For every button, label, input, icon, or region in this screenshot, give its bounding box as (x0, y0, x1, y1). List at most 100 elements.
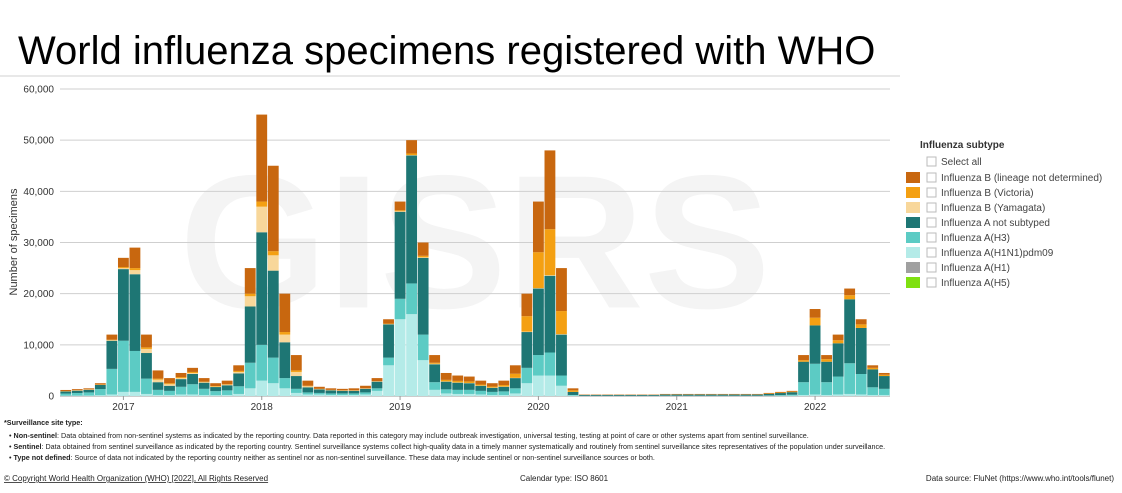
bar-segment (371, 381, 383, 389)
bar-segment (152, 394, 164, 396)
bar-segment (567, 388, 579, 391)
bar-segment (337, 393, 348, 395)
bar-segment (360, 394, 371, 396)
bar-segment (325, 394, 337, 396)
checkbox[interactable] (926, 232, 937, 243)
bar-segment (567, 391, 579, 395)
legend-item[interactable]: Influenza A not subtyped (906, 217, 1050, 229)
checkbox[interactable] (926, 262, 937, 273)
legend-item[interactable]: Influenza A(H1N1)pdm09 (906, 247, 1054, 259)
bar-segment (198, 378, 210, 382)
bar-segment (429, 382, 441, 390)
bar-segment (152, 370, 164, 379)
legend-item[interactable]: Influenza A(H5) (906, 277, 1010, 289)
bar-segment (129, 247, 141, 269)
bar-segment (106, 394, 118, 396)
bar-segment (256, 232, 268, 345)
checkbox[interactable] (926, 277, 937, 288)
bar-segment (394, 298, 406, 320)
bar-segment (164, 384, 175, 386)
bar-segment (279, 342, 291, 379)
bar-segment (798, 394, 809, 396)
bar-segment (360, 388, 371, 393)
bar-segment (233, 386, 245, 394)
bar-segment (786, 391, 798, 393)
checkbox[interactable] (926, 247, 937, 258)
checkbox[interactable] (926, 172, 937, 183)
bar-segment (532, 288, 544, 356)
legend-item[interactable]: Influenza B (Yamagata) (906, 202, 1045, 214)
bar-segment (556, 334, 567, 335)
bar-segment (325, 388, 337, 390)
bar-segment (221, 380, 233, 385)
bar-segment (383, 357, 394, 366)
bar-segment (440, 389, 452, 394)
legend-label: Influenza B (Yamagata) (941, 203, 1045, 214)
note-line: • Type not defined: Source of data not i… (9, 453, 655, 462)
checkbox[interactable] (926, 202, 937, 213)
copyright-link[interactable]: © Copyright World Health Organization (W… (4, 474, 268, 483)
bar-segment (256, 206, 268, 233)
bar-segment (809, 394, 821, 396)
bar-segment (394, 211, 406, 212)
legend-swatch (906, 247, 920, 258)
bar-segment (855, 327, 867, 374)
bar-segment (83, 395, 95, 396)
bar-segment (279, 378, 291, 389)
bar-segment (198, 382, 210, 383)
checkbox[interactable] (926, 156, 937, 167)
bar-segment (486, 386, 498, 388)
legend-swatch (906, 232, 920, 243)
bar-segment (452, 382, 464, 390)
y-tick-label: 40,000 (23, 187, 54, 198)
bar-segment (244, 293, 256, 297)
bar-segment (521, 293, 533, 317)
bar-segment (394, 211, 406, 299)
bar-segment (348, 394, 360, 396)
bar-segment (129, 391, 141, 396)
bar-segment (821, 355, 833, 360)
bar-segment (786, 390, 798, 392)
bar-segment (509, 373, 521, 378)
bar-segment (544, 352, 556, 376)
bar-segment (867, 367, 879, 370)
bar-segment (233, 365, 245, 371)
bar-segment (83, 389, 95, 393)
bar-segment (164, 390, 175, 395)
legend-item[interactable]: Influenza B (Victoria) (906, 187, 1034, 199)
checkbox[interactable] (926, 187, 937, 198)
bar-segment (210, 395, 222, 396)
legend-item[interactable]: Influenza A(H1) (906, 262, 1010, 274)
bar-segment (486, 387, 498, 392)
bar-segment (440, 381, 452, 390)
bar-segment (498, 386, 510, 392)
legend-item[interactable]: Influenza A(H3) (906, 232, 1010, 244)
bar-segment (498, 380, 510, 385)
bar-segment (475, 390, 487, 395)
legend-item[interactable]: Influenza B (lineage not determined) (906, 172, 1102, 184)
bar-segment (567, 390, 579, 392)
bar-segment (129, 268, 141, 271)
legend-select-all[interactable]: Select all (941, 157, 982, 168)
bar-segment (463, 381, 475, 383)
data-source: Data source: FluNet (https://www.who.int… (926, 474, 1114, 483)
chart-title: World influenza specimens registered wit… (18, 29, 875, 73)
bar-segment (406, 155, 418, 156)
note-bullet: • (9, 453, 14, 462)
bar-segment (809, 317, 821, 326)
bar-segment (867, 369, 879, 388)
bar-segment (83, 388, 95, 390)
bar-segment (198, 388, 210, 395)
bar-segment (832, 376, 844, 395)
bar-segment (556, 268, 567, 312)
bar-segment (532, 288, 544, 289)
bar-segment (544, 275, 556, 353)
bar-segment (798, 361, 809, 383)
bar-segment (221, 390, 233, 395)
bar-segment (878, 374, 890, 377)
bar-segment (567, 395, 579, 396)
bar-segment (60, 389, 72, 391)
bar-segment (221, 384, 233, 386)
checkbox[interactable] (926, 217, 937, 228)
